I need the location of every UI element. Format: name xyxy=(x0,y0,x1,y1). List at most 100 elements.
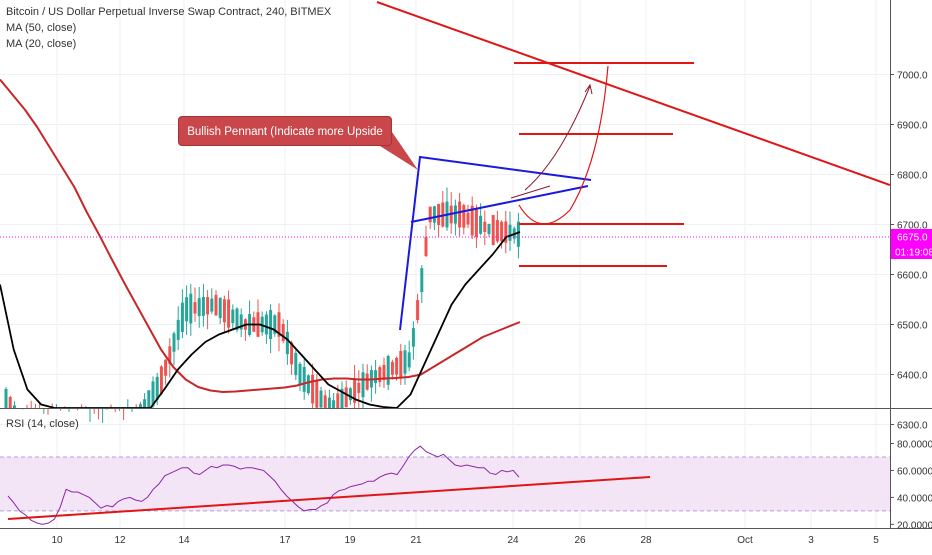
candle-body xyxy=(488,224,491,234)
candle-body xyxy=(328,398,331,408)
time-tick-label: Oct xyxy=(737,535,753,546)
candle-body xyxy=(219,298,222,318)
time-tick-label: 26 xyxy=(574,535,586,546)
candle-body xyxy=(416,300,419,320)
candle-body xyxy=(160,366,163,394)
candle-body xyxy=(223,299,226,322)
candle-body xyxy=(227,299,230,327)
candle-body xyxy=(265,315,268,335)
candle-body xyxy=(177,320,180,340)
price-tick-label: 6800.0 xyxy=(897,171,928,182)
candle-body xyxy=(164,360,167,376)
candle-body xyxy=(5,389,8,408)
candle-body xyxy=(206,297,209,314)
candle-body xyxy=(332,400,335,408)
candle-body xyxy=(479,216,482,234)
price-tick-label: 7000.0 xyxy=(897,71,928,82)
candle-body xyxy=(433,206,436,222)
candle-body xyxy=(307,375,310,393)
candle-body xyxy=(345,387,348,407)
time-tick-label: 17 xyxy=(279,535,291,546)
candle-body xyxy=(13,405,16,408)
candle-body xyxy=(483,222,486,232)
candle-body xyxy=(303,367,306,392)
candle-body xyxy=(315,380,318,407)
candle-body xyxy=(475,208,478,237)
candle-body xyxy=(366,374,369,390)
price-tick-label: 6400.0 xyxy=(897,371,928,382)
candle-body xyxy=(509,225,512,241)
candle-body xyxy=(399,351,402,377)
candle-body xyxy=(374,370,377,383)
candle-body xyxy=(387,356,390,385)
time-tick-label: 19 xyxy=(344,535,356,546)
candle-body xyxy=(408,352,411,367)
candle-body xyxy=(286,332,289,354)
candle-body xyxy=(336,393,339,408)
candle-body xyxy=(198,298,201,316)
grid-lines xyxy=(0,0,890,528)
time-tick-label: 21 xyxy=(410,535,422,546)
ma20-legend[interactable]: MA (20, close) xyxy=(6,36,331,52)
candle-body xyxy=(517,222,520,247)
rsi-tick-label: 40.0000 xyxy=(897,493,932,504)
time-tick-label: 14 xyxy=(178,535,190,546)
candle-body xyxy=(357,383,360,393)
candle-body xyxy=(429,207,432,223)
candle-body xyxy=(173,333,176,351)
price-tick-label: 6600.0 xyxy=(897,271,928,282)
candle-body xyxy=(181,303,184,332)
time-tick-label: 28 xyxy=(640,535,652,546)
candle-body xyxy=(299,364,302,385)
candle-body xyxy=(496,220,499,241)
candle-body xyxy=(437,204,440,225)
candle-body xyxy=(467,213,470,225)
rsi-legend[interactable]: RSI (14, close) xyxy=(6,418,79,430)
price-tick-label: 6300.0 xyxy=(897,421,928,432)
chart-title: Bitcoin / US Dollar Perpetual Inverse Sw… xyxy=(6,4,331,20)
descending-trendline xyxy=(377,2,890,185)
candlesticks xyxy=(5,188,520,423)
candle-body xyxy=(311,375,314,403)
chart-legend: Bitcoin / US Dollar Perpetual Inverse Sw… xyxy=(6,4,331,52)
candle-body xyxy=(458,202,461,228)
time-tick-label: 3 xyxy=(808,535,814,546)
candle-body xyxy=(215,295,218,316)
price-tick-label: 6500.0 xyxy=(897,321,928,332)
candle-body xyxy=(492,215,495,245)
pennant-annotation[interactable]: Bullish Pennant (Indicate more Upside bi… xyxy=(178,116,392,146)
last-price-badge-text: 6675.0 xyxy=(897,233,928,244)
time-tick-label: 12 xyxy=(114,535,126,546)
candle-body xyxy=(462,205,465,228)
candle-body xyxy=(269,310,272,339)
candle-body xyxy=(349,388,352,400)
pennant-pole-and-top xyxy=(400,157,591,330)
rsi-tick-label: 20.0000 xyxy=(897,520,932,531)
price-tick-label: 6900.0 xyxy=(897,121,928,132)
candle-body xyxy=(202,297,205,316)
candle-body xyxy=(404,350,407,373)
candle-body xyxy=(425,237,428,256)
candle-body xyxy=(420,268,423,292)
candle-body xyxy=(320,391,323,408)
candle-body xyxy=(294,353,297,375)
pennant-lower-line xyxy=(411,186,588,222)
rsi-band xyxy=(0,457,890,511)
candle-body xyxy=(9,397,12,408)
projection-arrow-short xyxy=(511,186,550,198)
candle-body xyxy=(210,298,213,311)
time-tick-label: 5 xyxy=(873,535,879,546)
time-tick-label: 10 xyxy=(51,535,63,546)
rsi-tick-label: 60.0000 xyxy=(897,466,932,477)
candle-body xyxy=(500,222,503,241)
candle-body xyxy=(412,328,415,347)
candle-body xyxy=(185,297,188,321)
ma50-legend[interactable]: MA (50, close) xyxy=(6,20,331,36)
price-axis: 6300.06400.06500.06600.06700.06800.06900… xyxy=(890,71,932,532)
candle-body xyxy=(454,205,457,223)
candle-body xyxy=(324,395,327,408)
candle-body xyxy=(189,294,192,324)
candle-body xyxy=(143,399,146,408)
